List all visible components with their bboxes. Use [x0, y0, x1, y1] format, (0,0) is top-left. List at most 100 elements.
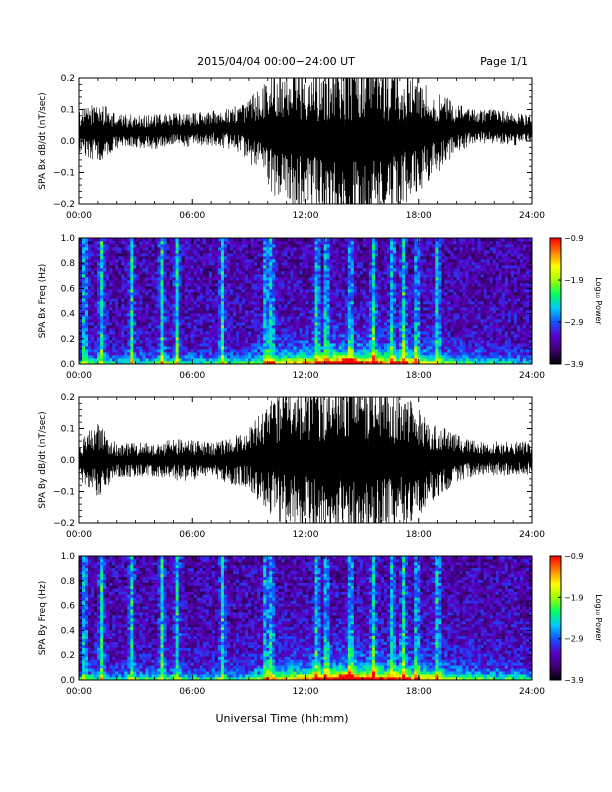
spectrogram-cell — [338, 343, 343, 347]
spectrogram-cell — [305, 349, 309, 353]
spectrogram-cell — [417, 280, 421, 284]
spectrogram-cell — [377, 274, 382, 278]
spectrogram-cell — [142, 271, 146, 275]
spectrogram-cell — [103, 241, 107, 245]
spectrogram-cell — [320, 247, 324, 251]
spectrogram-cell — [278, 316, 282, 320]
spectrogram-cell — [181, 241, 186, 245]
spectrogram-cell — [230, 250, 234, 254]
spectrogram-cell — [160, 331, 164, 335]
spectrogram-cell — [157, 292, 161, 296]
spectrogram-cell — [136, 319, 140, 323]
spectrogram-cell — [402, 301, 406, 305]
spectrogram-cell — [136, 238, 140, 242]
spectrogram-cell — [214, 238, 219, 242]
spectrogram-cell — [139, 301, 143, 305]
spectrogram-cell — [199, 274, 204, 278]
spectrogram-cell — [387, 349, 391, 353]
spectrogram-cell — [420, 340, 424, 344]
spectrogram-cell — [199, 292, 204, 296]
spectrogram-cell — [381, 325, 385, 329]
spectrogram-cell — [112, 280, 116, 284]
spectrogram-cell — [214, 265, 219, 269]
spectrogram-cell — [426, 322, 430, 326]
spectrogram-cell — [169, 277, 173, 281]
spectrogram-cell — [338, 277, 343, 281]
spectrogram-cell — [332, 244, 337, 248]
spectrogram-cell — [296, 259, 300, 263]
spectrogram-cell — [236, 238, 240, 242]
spectrogram-cell — [112, 361, 116, 364]
spectrogram-cell — [103, 349, 107, 353]
spectrogram-cell — [163, 346, 167, 350]
spectrogram-cell — [393, 286, 397, 290]
spectrogram-cell — [115, 337, 119, 341]
spectrogram-cell — [374, 238, 379, 242]
spectrogram-cell — [377, 247, 382, 251]
spectrogram-cell — [136, 286, 140, 290]
spectrogram-cell — [320, 316, 324, 320]
spectrogram-cell — [121, 349, 125, 353]
spectrogram-cell — [220, 319, 225, 323]
spectrogram-cell — [293, 238, 297, 242]
spectrogram-cell — [287, 358, 291, 362]
spectrogram-cell — [91, 307, 95, 311]
spectrogram-cell — [169, 307, 173, 311]
spectrogram-cell — [305, 337, 309, 341]
spectrogram-cell — [208, 250, 213, 254]
spectrogram-cell — [320, 244, 324, 248]
spectrogram-cell — [281, 349, 285, 353]
spectrogram-cell — [408, 271, 412, 275]
spectrogram-cell — [275, 289, 279, 293]
spectrogram-cell — [347, 289, 352, 293]
spectrogram-cell — [350, 244, 355, 248]
spectrogram-cell — [187, 334, 192, 338]
spectrogram-cell — [94, 304, 98, 308]
spectrogram-cell — [257, 256, 261, 260]
spectrogram-cell — [335, 265, 340, 269]
spectrogram-cell — [269, 349, 273, 353]
spectrogram-cell — [344, 253, 349, 257]
spectrogram-cell — [94, 244, 98, 248]
spectrogram-cell — [323, 349, 327, 353]
spectrogram-cell — [266, 346, 270, 350]
spectrogram-cell — [326, 328, 331, 332]
spectrogram-cell — [326, 349, 331, 353]
spectrogram-cell — [157, 346, 161, 350]
spectrogram-cell — [323, 355, 327, 359]
spectrogram-cell — [217, 265, 222, 269]
spectrogram-cell — [314, 361, 318, 364]
spectrogram-cell — [359, 358, 364, 362]
spectrogram-cell — [157, 301, 161, 305]
spectrogram-cell — [263, 280, 267, 284]
spectrogram-cell — [426, 295, 430, 299]
spectrogram-cell — [341, 244, 346, 248]
spectrogram-cell — [387, 265, 391, 269]
spectrogram-cell — [157, 334, 161, 338]
spectrogram-cell — [187, 241, 192, 245]
spectrogram-cell — [317, 289, 321, 293]
spectrogram-cell — [281, 268, 285, 272]
spectrogram-cell — [399, 259, 403, 263]
spectrogram-cell — [94, 310, 98, 314]
spectrogram-cell — [257, 355, 261, 359]
spectrogram-cell — [91, 271, 95, 275]
spectrogram-cell — [353, 286, 358, 290]
spectrogram-cell — [387, 343, 391, 347]
spectrogram-cell — [338, 334, 343, 338]
spectrogram-cell — [320, 346, 324, 350]
spectrogram-cell — [214, 334, 219, 338]
spectrogram-cell — [85, 289, 89, 293]
spectrogram-cell — [175, 283, 180, 287]
spectrogram-cell — [402, 262, 406, 266]
spectrogram-cell — [109, 253, 113, 257]
spectrogram-cell — [211, 340, 216, 344]
spectrogram-cell — [257, 283, 261, 287]
spectrogram-cell — [384, 301, 388, 305]
spectrogram-cell — [157, 262, 161, 266]
spectrogram-cell — [311, 256, 315, 260]
spectrogram-cell — [290, 319, 294, 323]
spectrogram-cell — [420, 298, 424, 302]
spectrogram-cell — [263, 256, 267, 260]
